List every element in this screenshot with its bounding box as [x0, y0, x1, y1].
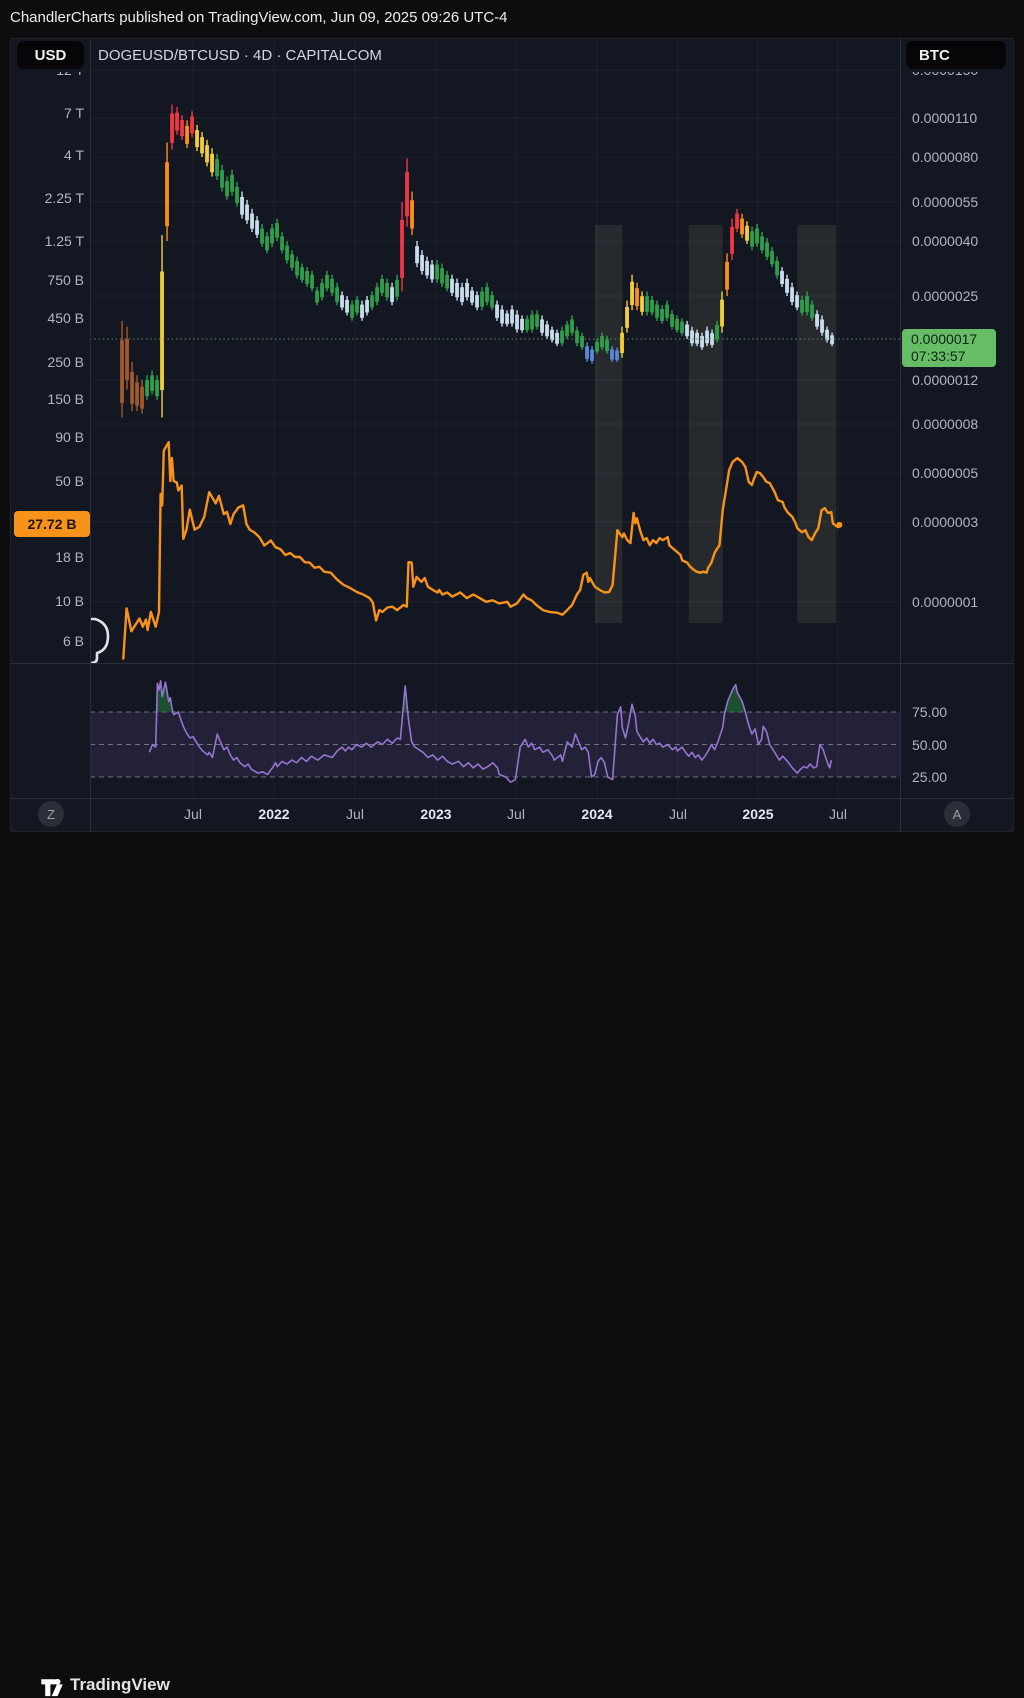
right-axis-tick: 0.0000001: [912, 594, 979, 610]
marketcap-value-badge: 27.72 B: [14, 511, 90, 537]
right-price-axis[interactable]: 0.0000150 0.0000110 0.0000080 0.0000055 0.00…: [901, 72, 1013, 798]
right-axis-tick: 0.0000110: [912, 110, 978, 126]
right-unit-label: BTC: [919, 46, 950, 64]
right-unit-button[interactable]: BTC: [906, 41, 1006, 69]
right-axis-tick: 0.0000055: [912, 194, 979, 210]
left-axis-tick: 4 T: [64, 147, 84, 163]
left-axis-tick: 18 B: [55, 549, 84, 565]
time-axis-tick: Jul: [669, 806, 687, 822]
auto-scale-button[interactable]: A: [944, 801, 970, 827]
left-axis-tick: 450 B: [47, 310, 84, 326]
left-axis-tick: 10 B: [55, 593, 84, 609]
left-axis-tick: 7 T: [64, 105, 84, 121]
left-unit-label: USD: [34, 46, 67, 64]
rsi-axis-tick: 50.00: [912, 737, 948, 753]
right-axis-tick: 0.0000150: [912, 72, 978, 78]
right-axis-tick: 0.0000080: [912, 149, 979, 165]
right-axis-tick: 0.0000003: [912, 514, 979, 530]
right-axis-tick: 0.0000040: [912, 233, 979, 249]
rsi-pane-separator: [10, 663, 1014, 664]
left-price-axis[interactable]: 12 T 7 T 4 T 2.25 T 1.25 T 750 B 450 B 250 B 150…: [10, 72, 88, 798]
left-axis-tick: 90 B: [55, 429, 84, 445]
right-pane-separator: [900, 38, 901, 832]
rsi-axis-tick: 75.00: [912, 704, 948, 720]
time-axis-tick: Jul: [184, 806, 202, 822]
time-axis-tick: 2023: [420, 806, 452, 822]
left-axis-tick: 12 T: [10, 72, 84, 78]
left-pane-separator: [90, 38, 91, 832]
zoom-button[interactable]: Z: [38, 801, 64, 827]
symbol-title[interactable]: DOGEUSD/BTCUSD · 4D · CAPITALCOM: [98, 47, 382, 64]
left-axis-tick: 2.25 T: [44, 190, 84, 206]
bar-countdown-text: 07:33:57: [911, 348, 966, 364]
time-axis-tick: Jul: [829, 806, 847, 822]
time-axis-tick: Jul: [507, 806, 525, 822]
time-axis-tick: 2024: [581, 806, 613, 822]
time-axis-separator: [10, 798, 1014, 799]
time-axis-tick: 2022: [258, 806, 290, 822]
footer-bar: TradingView: [0, 832, 1024, 1697]
publish-header-text: ChandlerCharts published on TradingView.…: [10, 9, 508, 26]
tradingview-logo-icon[interactable]: [40, 1676, 66, 1698]
auto-scale-button-label: A: [952, 806, 962, 822]
left-axis-tick: 750 B: [47, 272, 84, 288]
rsi-axis-tick: 25.00: [912, 769, 948, 785]
left-axis-tick: 150 B: [47, 391, 84, 407]
time-axis[interactable]: Jul 2022 Jul 2023 Jul 2024 Jul 2025 Jul: [90, 798, 901, 832]
left-axis-tick: 250 B: [47, 354, 84, 370]
last-price-badge: 0.0000017 07:33:57: [902, 329, 996, 367]
right-axis-tick: 0.0000005: [912, 465, 979, 481]
marketcap-value-text: 27.72 B: [27, 516, 77, 532]
zoom-button-label: Z: [47, 806, 55, 822]
publish-header: ChandlerCharts published on TradingView.…: [0, 0, 1024, 38]
left-axis-tick: 50 B: [55, 473, 84, 489]
right-axis-tick: 0.0000012: [912, 372, 979, 388]
last-price-text: 0.0000017: [911, 331, 978, 347]
left-unit-button[interactable]: USD: [17, 41, 84, 69]
chart-widget: [10, 38, 1014, 832]
right-axis-tick: 0.0000025: [912, 288, 979, 304]
tradingview-brand-text[interactable]: TradingView: [70, 1675, 170, 1694]
left-axis-tick: 6 B: [62, 633, 84, 649]
time-axis-tick: Jul: [346, 806, 364, 822]
time-axis-tick: 2025: [742, 806, 774, 822]
left-axis-tick: 1.25 T: [44, 233, 84, 249]
right-axis-tick: 0.0000008: [912, 416, 979, 432]
